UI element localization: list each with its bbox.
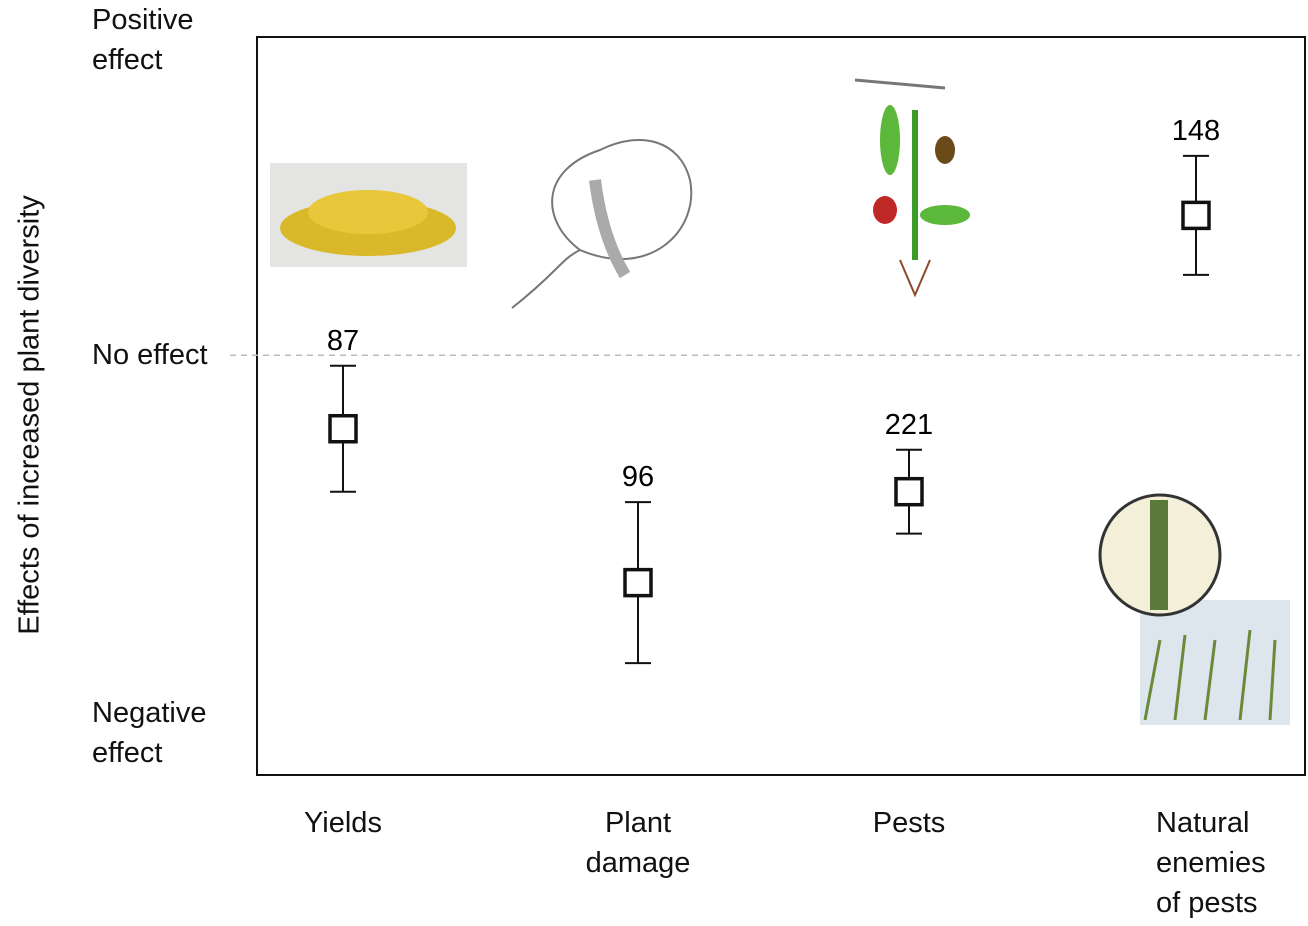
point [625, 570, 651, 596]
x-tick-label: Pests [834, 803, 984, 843]
point [330, 416, 356, 442]
point [1183, 202, 1209, 228]
x-tick-label: Yields [268, 803, 418, 843]
illustration-corn [270, 163, 467, 267]
sample-size: 96 [622, 461, 654, 494]
page: {"chart_data": {"type": "errorbar", "y_l… [0, 0, 1308, 926]
point [896, 479, 922, 505]
x-tick-label: Natural enemies of pests [1156, 803, 1296, 923]
sample-size: 148 [1172, 115, 1220, 148]
y-tick-label: No effect [92, 335, 242, 375]
illustration-enemies [1100, 495, 1290, 725]
sample-size: 221 [885, 409, 933, 442]
x-tick-label: Plant damage [563, 803, 713, 883]
illustration-plant [855, 80, 970, 295]
y-tick-label: Positive effect [92, 0, 242, 80]
sample-size: 87 [327, 325, 359, 358]
y-axis-title: Effects of increased plant diversity [14, 195, 47, 635]
y-tick-label: Negative effect [92, 693, 242, 773]
illustration-leaf [512, 140, 691, 308]
